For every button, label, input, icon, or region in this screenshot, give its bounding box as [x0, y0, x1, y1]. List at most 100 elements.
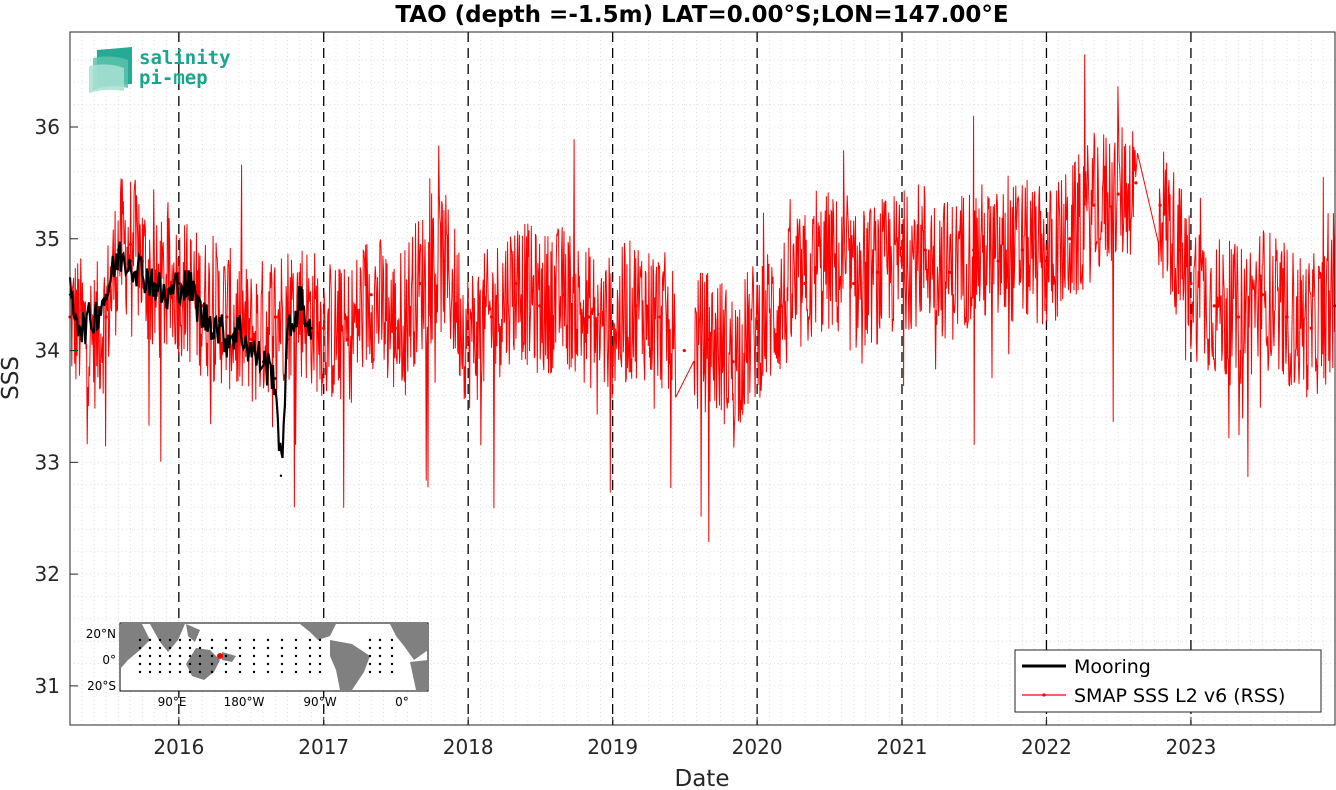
inset-buoy-dot: [178, 670, 182, 674]
inset-buoy-dot: [318, 638, 322, 642]
inset-buoy-dot: [188, 670, 192, 674]
y-tick-label: 31: [35, 674, 60, 698]
mooring-point: [201, 315, 204, 319]
inset-buoy-dot: [378, 662, 382, 666]
smap-point: [489, 315, 494, 319]
legend-smap-label: SMAP SSS L2 v6 (RSS): [1074, 685, 1285, 707]
logo-wave-icon: [89, 47, 132, 93]
inset-buoy-dot: [224, 670, 228, 674]
inset-buoy-dot: [308, 638, 312, 642]
inset-buoy-dot: [238, 670, 242, 674]
mooring-point: [213, 321, 217, 324]
smap-point: [538, 304, 542, 308]
inset-xtick-90w: 90°W: [303, 695, 336, 709]
inset-ytick-0: 0°: [102, 653, 116, 667]
inset-buoy-dot: [390, 646, 394, 650]
inset-buoy-dot: [198, 638, 202, 642]
mooring-point: [189, 287, 193, 291]
inset-buoy-dot: [168, 646, 172, 650]
smap-point: [923, 248, 927, 252]
x-tick-label: 2020: [732, 735, 783, 759]
inset-buoy-dot: [318, 646, 322, 650]
inset-buoy-dot: [252, 638, 256, 642]
salinity-pi-mep-logo: salinity pi-mep: [89, 47, 231, 93]
x-tick-label: 2018: [443, 735, 494, 759]
smap-point: [634, 304, 638, 308]
smap-point: [1260, 293, 1265, 297]
smap-point: [682, 348, 686, 353]
smap-point: [947, 270, 952, 274]
mooring-point: [274, 377, 277, 380]
x-tick-label: 2021: [877, 735, 928, 759]
smap-point: [731, 360, 735, 364]
inset-buoy-dot: [294, 654, 298, 658]
inset-buoy-dot: [238, 646, 242, 650]
smap-point: [779, 304, 783, 308]
inset-buoy-dot: [158, 638, 162, 642]
inset-buoy-dot: [224, 638, 228, 642]
smap-point: [876, 270, 880, 274]
x-tick-label: 2016: [153, 735, 204, 759]
inset-buoy-dot: [158, 654, 162, 658]
inset-buoy-dot: [138, 662, 142, 666]
legend-mooring-label: Mooring: [1074, 656, 1151, 678]
y-tick-label: 36: [35, 115, 60, 139]
inset-xtick-0: 0°: [395, 695, 409, 709]
smap-point: [707, 337, 711, 341]
inset-buoy-dot: [390, 638, 394, 642]
inset-buoy-dot: [158, 670, 162, 674]
inset-buoy-dot: [266, 662, 270, 666]
x-tick-label: 2017: [298, 735, 349, 759]
inset-buoy-dot: [138, 638, 142, 642]
smap-point: [1285, 315, 1289, 319]
inset-ytick-20n: 20°N: [86, 627, 116, 641]
mooring-point: [310, 327, 313, 330]
inset-buoy-dot: [280, 662, 284, 666]
smap-point: [442, 259, 446, 263]
inset-buoy-dot: [390, 662, 394, 666]
mooring-point: [298, 299, 301, 302]
mooring-line: [68, 241, 313, 459]
inset-buoy-dot: [266, 646, 270, 650]
inset-buoy-dot: [168, 662, 172, 666]
smap-point: [1177, 248, 1181, 252]
smap-point: [249, 337, 253, 341]
smap-point: [1134, 181, 1138, 185]
inset-buoy-dot: [148, 646, 152, 650]
inset-buoy-dot: [138, 646, 142, 650]
mooring-point: [225, 338, 228, 341]
inset-buoy-dot: [168, 670, 172, 674]
mooring-point: [129, 259, 132, 263]
smap-point: [611, 326, 615, 330]
y-tick-label: 33: [35, 450, 60, 474]
mooring-point: [249, 349, 253, 352]
mooring-point: [117, 254, 120, 257]
smap-point: [1092, 203, 1096, 207]
inset-buoy-dot: [158, 646, 162, 650]
inset-buoy-dot: [266, 670, 270, 674]
inset-buoy-dot: [238, 662, 242, 666]
inset-buoy-dot: [178, 646, 182, 650]
mooring-point: [286, 338, 289, 341]
inset-buoy-dot: [308, 654, 312, 658]
inset-buoy-dot: [224, 646, 228, 650]
inset-buoy-dot: [178, 662, 182, 666]
inset-buoy-dot: [368, 662, 372, 666]
inset-buoy-dot: [188, 646, 192, 650]
inset-buoy-dot: [252, 654, 256, 658]
inset-buoy-dot: [294, 646, 298, 650]
legend-smap-marker: [1042, 693, 1046, 697]
x-tick-label: 2023: [1165, 735, 1216, 759]
smap-point: [1236, 315, 1241, 319]
x-tick-label: 2022: [1021, 735, 1072, 759]
inset-ytick-20s: 20°S: [87, 679, 116, 693]
inset-location-marker: [217, 653, 223, 659]
inset-buoy-dot: [390, 654, 394, 658]
inset-buoy-dot: [280, 654, 284, 658]
mooring-point: [261, 360, 265, 363]
inset-buoy-dot: [210, 670, 214, 674]
inset-buoy-dot: [158, 662, 162, 666]
inset-buoy-dot: [294, 638, 298, 642]
smap-point: [273, 315, 278, 319]
